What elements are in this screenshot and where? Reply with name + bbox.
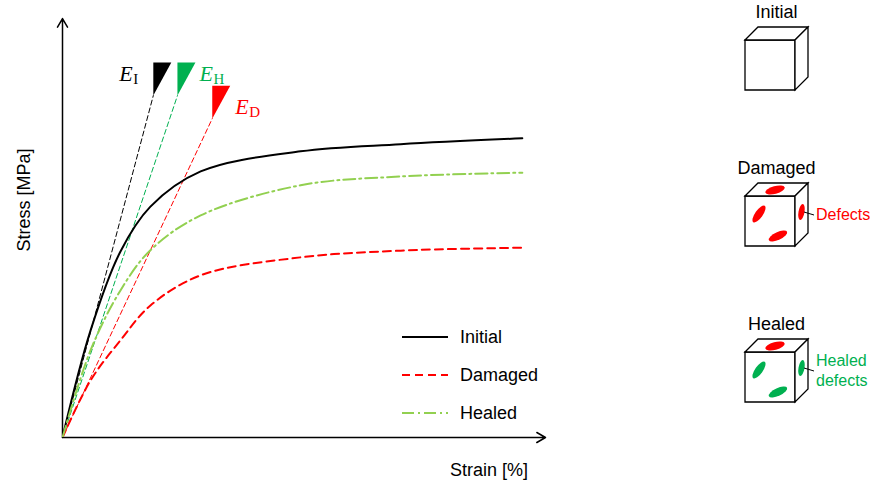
svg-text:Healeddefects: Healeddefects: [816, 352, 868, 389]
html-text:Initial: Initial: [460, 326, 502, 347]
svg-text:Strain [%]: Strain [%]: [450, 460, 528, 480]
svg-text:E: E: [118, 61, 133, 86]
svg-text:D: D: [249, 104, 260, 120]
html-text:Healed: Healed: [460, 402, 517, 423]
svg-text:Defects: Defects: [816, 206, 870, 223]
svg-text:I: I: [133, 71, 138, 87]
svg-text:Stress [MPa]: Stress [MPa]: [14, 148, 34, 251]
svg-text:Initial: Initial: [755, 2, 797, 22]
svg-text:H: H: [213, 71, 224, 87]
svg-text:Damaged: Damaged: [737, 158, 815, 178]
svg-text:E: E: [234, 94, 249, 119]
svg-text:E: E: [198, 61, 213, 86]
html-text:Damaged: Damaged: [460, 364, 538, 385]
svg-text:Healed: Healed: [748, 314, 805, 334]
